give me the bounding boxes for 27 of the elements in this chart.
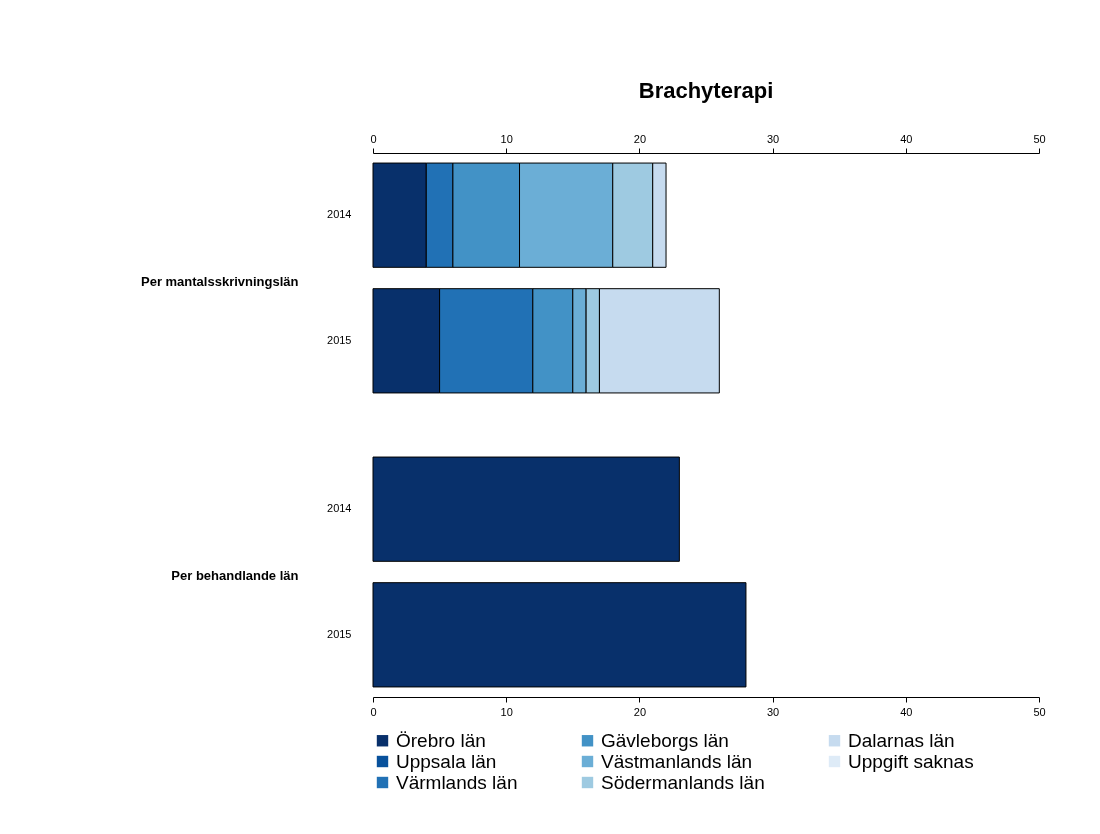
y-axis-title: Per mantalsskrivningslän	[140, 273, 299, 289]
chart-title: Brachyterapi	[638, 78, 774, 103]
x-tick-label: 20	[633, 705, 647, 718]
legend-label: Värmlands län	[396, 771, 518, 793]
x-tick-label: 40	[900, 705, 913, 718]
x-tick-label: 30	[766, 705, 780, 718]
x-tick-label: 10	[500, 132, 513, 145]
y-tick-label: 2015	[327, 333, 352, 346]
y-tick-label: 2014	[327, 208, 352, 221]
y-axis-title: Per behandlande län	[171, 567, 299, 583]
x-tick-label: 50	[1033, 705, 1046, 718]
x-tick-label: 50	[1033, 132, 1046, 145]
x-tick-label: 10	[500, 705, 513, 718]
x-tick-label: 0	[370, 132, 377, 145]
legend-label: Uppsala län	[396, 750, 497, 772]
y-tick-label: 2014	[327, 502, 352, 515]
x-tick-label: 0	[370, 705, 377, 718]
legend-label: Örebro län	[396, 729, 486, 751]
y-tick-label: 2015	[327, 627, 352, 640]
legend-label: Dalarnas län	[848, 729, 955, 751]
legend-label: Västmanlands län	[601, 750, 753, 772]
legend-label: Gävleborgs län	[601, 729, 729, 751]
legend-label: Södermanlands län	[601, 771, 765, 793]
x-tick-label: 20	[633, 132, 647, 145]
legend-label: Uppgift saknas	[848, 750, 974, 772]
x-tick-label: 40	[900, 132, 913, 145]
x-tick-label: 30	[766, 132, 780, 145]
